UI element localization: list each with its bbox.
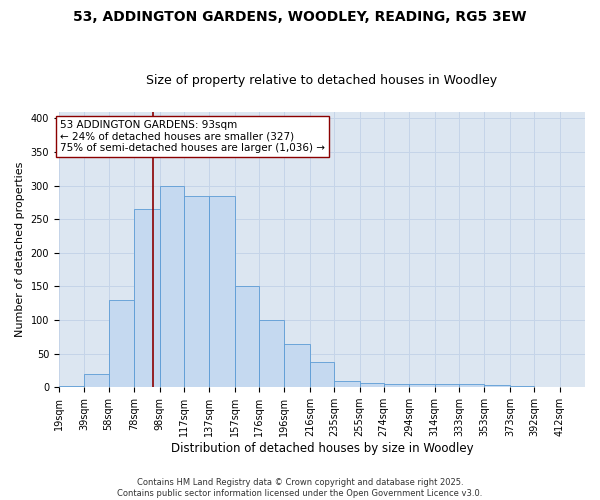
- X-axis label: Distribution of detached houses by size in Woodley: Distribution of detached houses by size …: [170, 442, 473, 455]
- Bar: [209, 196, 235, 387]
- Bar: [284, 344, 310, 387]
- Y-axis label: Number of detached properties: Number of detached properties: [15, 162, 25, 337]
- Bar: [359, 382, 384, 387]
- Title: Size of property relative to detached houses in Woodley: Size of property relative to detached ho…: [146, 74, 497, 87]
- Text: Contains HM Land Registry data © Crown copyright and database right 2025.
Contai: Contains HM Land Registry data © Crown c…: [118, 478, 482, 498]
- Bar: [510, 386, 534, 387]
- Text: 53, ADDINGTON GARDENS, WOODLEY, READING, RG5 3EW: 53, ADDINGTON GARDENS, WOODLEY, READING,…: [73, 10, 527, 24]
- Bar: [484, 384, 510, 387]
- Bar: [384, 384, 409, 387]
- Bar: [85, 374, 109, 387]
- Bar: [134, 209, 160, 387]
- Bar: [160, 186, 184, 387]
- Bar: [459, 384, 484, 387]
- Bar: [109, 300, 134, 387]
- Bar: [259, 320, 284, 387]
- Text: 53 ADDINGTON GARDENS: 93sqm
← 24% of detached houses are smaller (327)
75% of se: 53 ADDINGTON GARDENS: 93sqm ← 24% of det…: [60, 120, 325, 153]
- Bar: [59, 386, 85, 387]
- Bar: [334, 380, 359, 387]
- Bar: [310, 362, 334, 387]
- Bar: [184, 196, 209, 387]
- Bar: [235, 286, 259, 387]
- Bar: [434, 384, 459, 387]
- Bar: [409, 384, 434, 387]
